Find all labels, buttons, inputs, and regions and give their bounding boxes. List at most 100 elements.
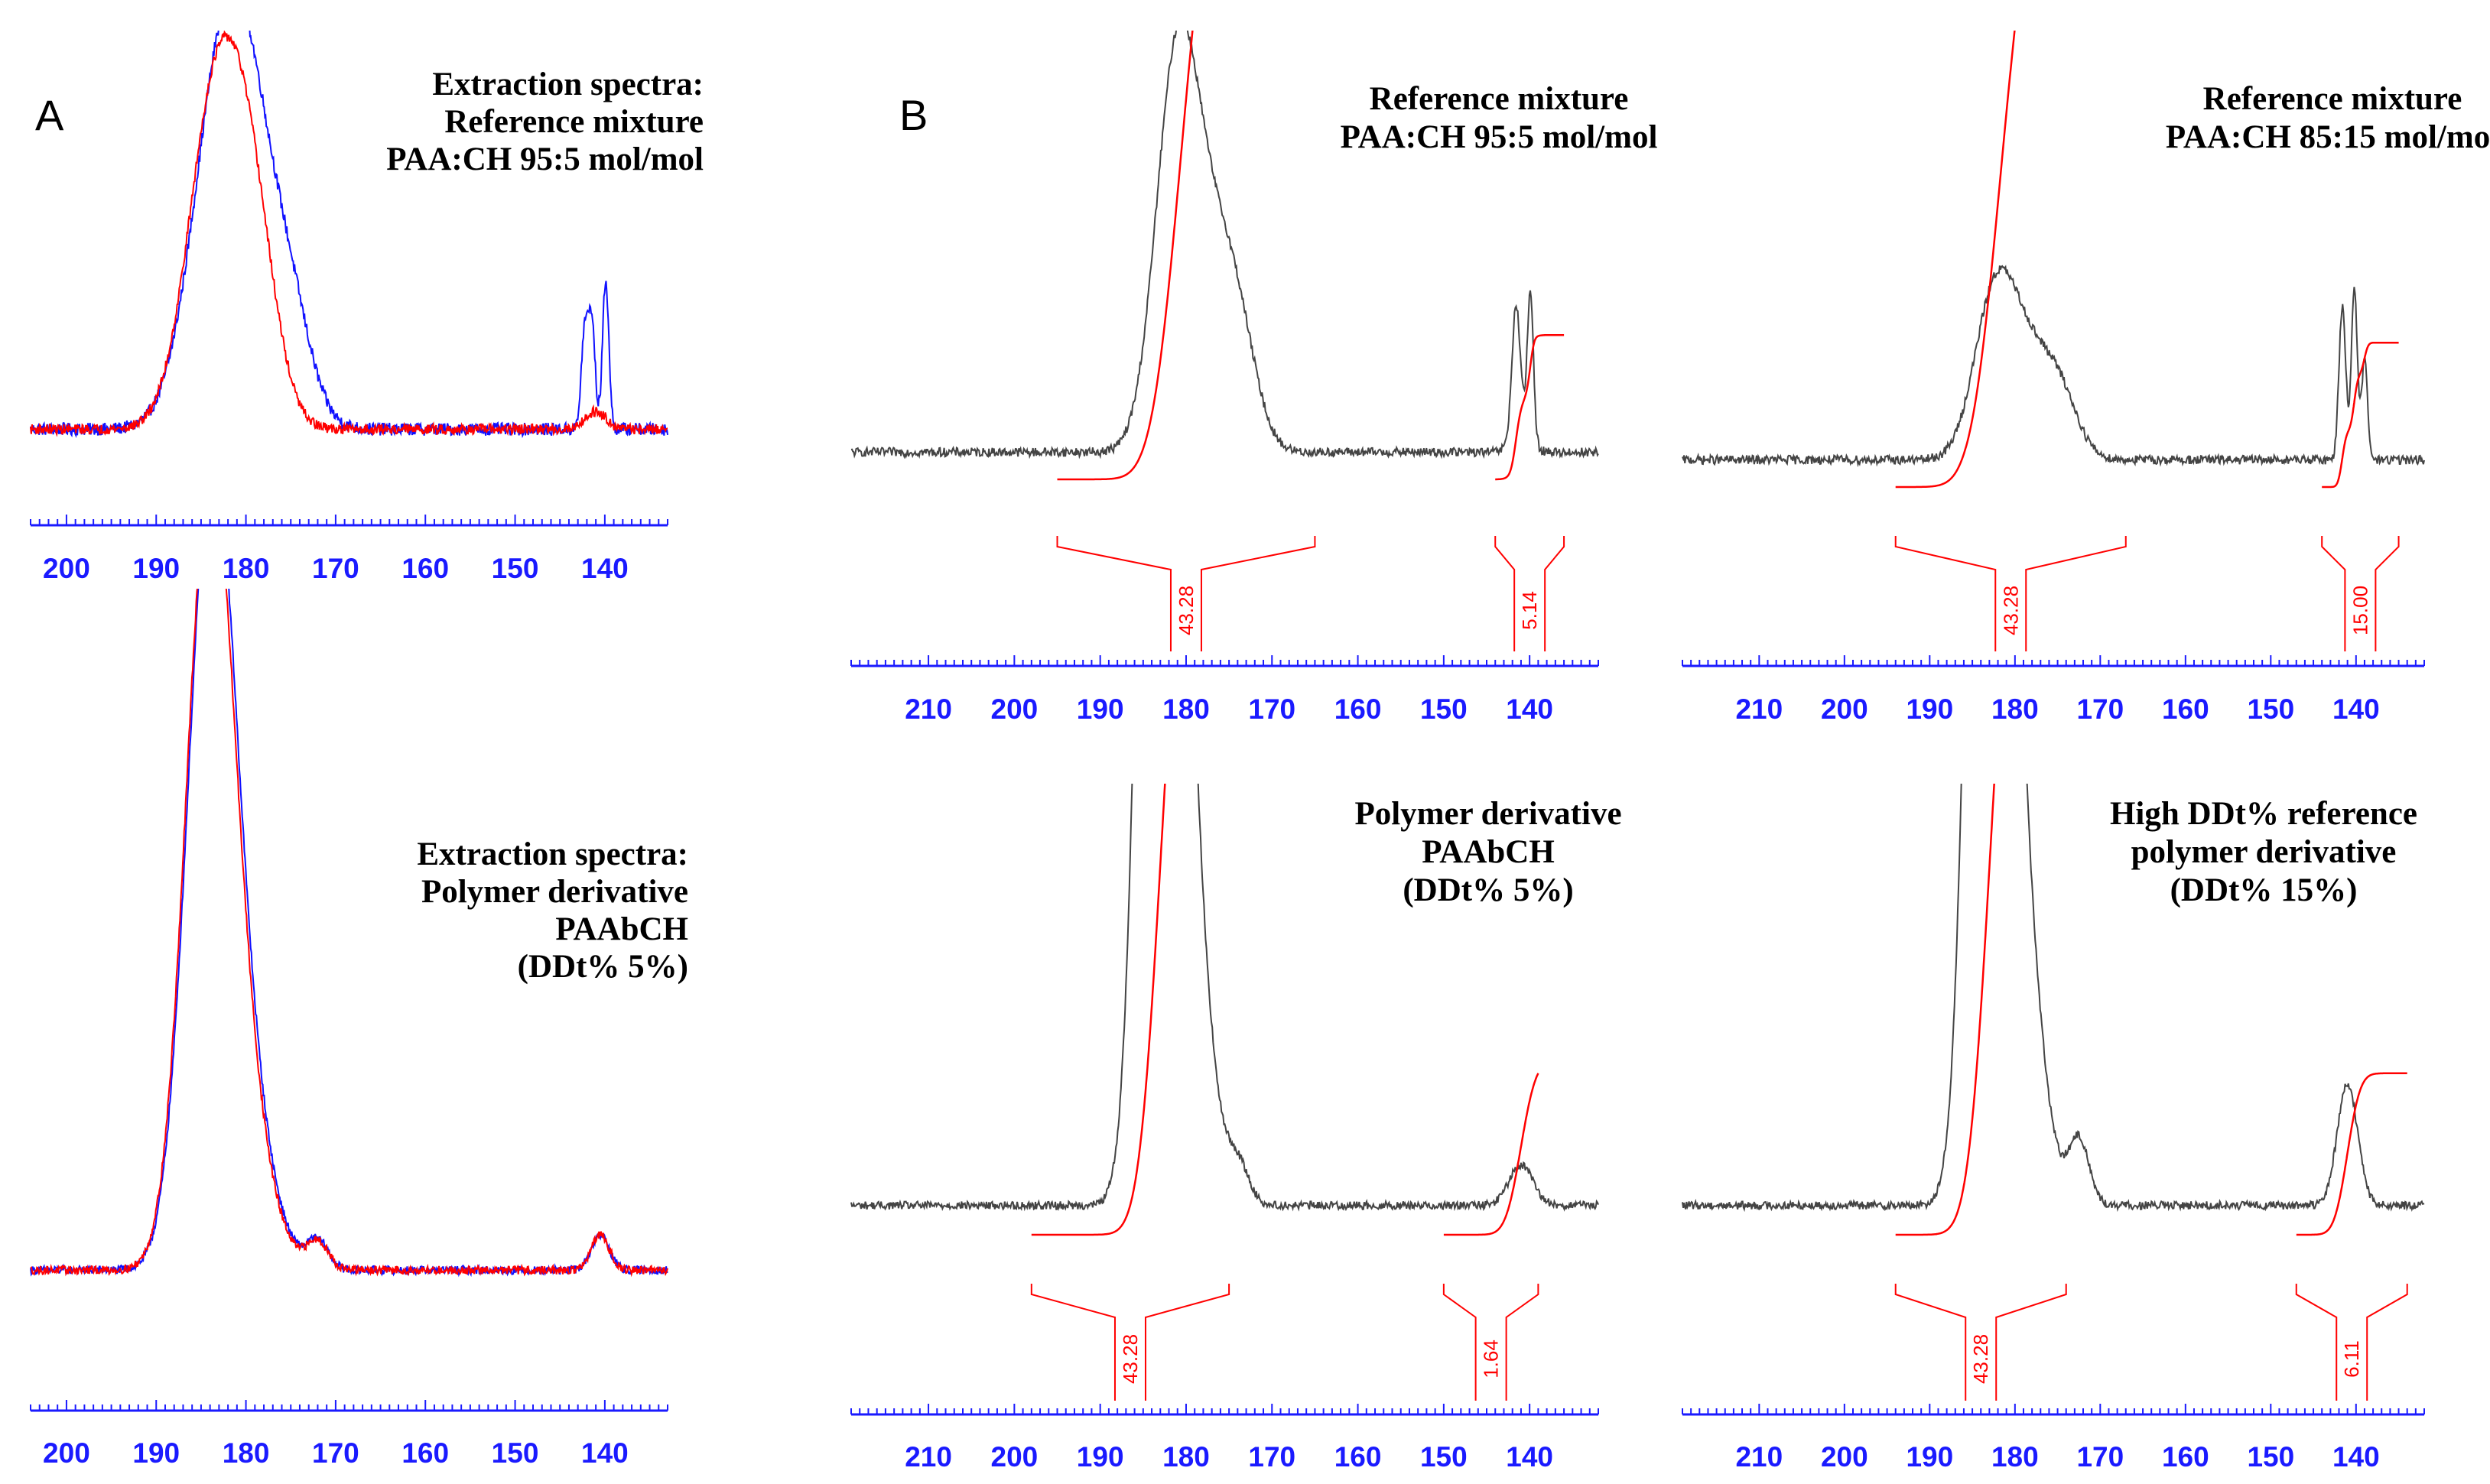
integral-bracket bbox=[1030, 1284, 1230, 1401]
integral-curve bbox=[1031, 784, 1166, 1236]
chart-title-line: PAA:CH 85:15 mol/mol bbox=[2166, 119, 2490, 155]
spectrum-line-spectrum bbox=[850, 784, 1599, 1212]
x-tick-label: 160 bbox=[1334, 1441, 1382, 1473]
chart-title-line: (DDt% 5%) bbox=[518, 949, 688, 985]
x-tick-label: 210 bbox=[1735, 693, 1783, 725]
spectrum-line-spectrum bbox=[1682, 265, 2425, 468]
x-tick-label: 140 bbox=[1506, 1441, 1553, 1473]
panel-letter-b: B bbox=[899, 91, 928, 139]
spectrum-line-red bbox=[30, 31, 668, 437]
integral-value-label: 43.28 bbox=[1999, 586, 2022, 635]
integral-bracket bbox=[1894, 536, 2127, 651]
x-tick-label: 180 bbox=[223, 553, 270, 584]
x-tick-label: 190 bbox=[132, 1437, 180, 1469]
integral-bracket bbox=[1056, 536, 1316, 651]
integral-curve bbox=[1895, 31, 2016, 489]
x-tick-label: 150 bbox=[1420, 693, 1468, 725]
x-tick-label: 190 bbox=[1077, 693, 1124, 725]
integral-bracket bbox=[1894, 1284, 2067, 1401]
x-tick-label: 150 bbox=[1420, 1441, 1468, 1473]
spectrum-line-red bbox=[30, 589, 668, 1278]
panel-letter-a: A bbox=[35, 91, 64, 139]
chart-title-line: (DDt% 15%) bbox=[2170, 872, 2358, 908]
x-tick-label: 190 bbox=[132, 553, 180, 584]
x-tick-label: 150 bbox=[2247, 1441, 2294, 1473]
x-tick-label: 160 bbox=[2162, 1441, 2209, 1473]
integral-curve bbox=[1895, 784, 1995, 1236]
chart-a-top: Extraction spectra:Reference mixturePAA:… bbox=[30, 31, 704, 584]
x-tick-label: 150 bbox=[492, 1437, 539, 1469]
chart-title-line: polymer derivative bbox=[2131, 834, 2397, 870]
integral-value-label: 5.14 bbox=[1518, 591, 1541, 630]
x-tick-label: 170 bbox=[2076, 693, 2124, 725]
x-tick-label: 170 bbox=[312, 553, 359, 584]
spectrum-line-blue bbox=[30, 31, 668, 439]
x-tick-label: 200 bbox=[1821, 1441, 1868, 1473]
x-tick-label: 160 bbox=[401, 1437, 449, 1469]
x-tick-label: 160 bbox=[2162, 693, 2209, 725]
chart-title-line: PAAbCH bbox=[1422, 834, 1555, 870]
x-tick-label: 140 bbox=[1506, 693, 1553, 725]
spectrum-line-spectrum bbox=[1682, 784, 2425, 1213]
integral-value-label: 15.00 bbox=[2349, 586, 2371, 635]
chart-title-line: Extraction spectra: bbox=[417, 836, 688, 872]
integral-value-label: 43.28 bbox=[1119, 1334, 1142, 1384]
chart-title-line: (DDt% 5%) bbox=[1403, 872, 1573, 908]
x-tick-label: 180 bbox=[1162, 1441, 1210, 1473]
x-tick-label: 190 bbox=[1906, 1441, 1953, 1473]
x-tick-label: 200 bbox=[43, 1437, 90, 1469]
chart-title-line: Reference mixture bbox=[444, 104, 704, 140]
x-tick-label: 180 bbox=[1162, 693, 1210, 725]
x-tick-label: 170 bbox=[2076, 1441, 2124, 1473]
chart-title-line: Polymer derivative bbox=[421, 874, 688, 910]
x-tick-label: 200 bbox=[991, 1441, 1039, 1473]
chart-title-line: High DDt% reference bbox=[2110, 796, 2417, 832]
x-tick-label: 200 bbox=[991, 693, 1039, 725]
integral-value-label: 43.28 bbox=[1175, 586, 1198, 635]
chart-title-line: PAA:CH 95:5 mol/mol bbox=[386, 141, 704, 177]
x-tick-label: 180 bbox=[1991, 1441, 2039, 1473]
x-tick-label: 190 bbox=[1906, 693, 1953, 725]
chart-title-line: PAAbCH bbox=[555, 911, 688, 947]
integral-value-label: 1.64 bbox=[1480, 1339, 1503, 1378]
integral-value-label: 43.28 bbox=[1969, 1334, 1992, 1384]
integral-bracket bbox=[2321, 536, 2400, 651]
x-tick-label: 170 bbox=[312, 1437, 359, 1469]
chart-title-line: Reference mixture bbox=[2203, 81, 2462, 117]
integral-bracket bbox=[2295, 1284, 2408, 1401]
x-tick-label: 150 bbox=[2247, 693, 2294, 725]
x-tick-label: 200 bbox=[43, 553, 90, 584]
x-tick-label: 210 bbox=[1735, 1441, 1783, 1473]
chart-title-line: Reference mixture bbox=[1370, 81, 1629, 117]
integral-curve bbox=[1443, 1073, 1539, 1236]
x-tick-label: 180 bbox=[1991, 693, 2039, 725]
x-tick-label: 160 bbox=[401, 553, 449, 584]
x-tick-label: 210 bbox=[905, 1441, 952, 1473]
x-tick-label: 210 bbox=[905, 693, 952, 725]
x-tick-label: 170 bbox=[1248, 1441, 1295, 1473]
x-tick-label: 140 bbox=[581, 553, 629, 584]
integral-curve bbox=[1057, 31, 1194, 481]
integral-bracket bbox=[1494, 536, 1565, 651]
chart-title-line: PAA:CH 95:5 mol/mol bbox=[1341, 119, 1658, 155]
x-tick-label: 160 bbox=[1334, 693, 1382, 725]
chart-a-bottom: Extraction spectra:Polymer derivativePAA… bbox=[30, 589, 688, 1469]
x-tick-label: 140 bbox=[2332, 693, 2380, 725]
x-tick-label: 200 bbox=[1821, 693, 1868, 725]
x-tick-label: 190 bbox=[1077, 1441, 1124, 1473]
integral-curve bbox=[2296, 1072, 2407, 1236]
x-tick-label: 170 bbox=[1248, 693, 1295, 725]
x-tick-label: 140 bbox=[581, 1437, 629, 1469]
spectrum-line-spectrum bbox=[850, 31, 1599, 459]
chart-title-line: Extraction spectra: bbox=[432, 67, 704, 102]
chart-title-line: Polymer derivative bbox=[1354, 796, 1621, 832]
x-tick-label: 150 bbox=[492, 553, 539, 584]
integral-curve bbox=[2322, 341, 2399, 489]
integral-curve bbox=[1495, 333, 1565, 481]
x-tick-label: 140 bbox=[2332, 1441, 2380, 1473]
